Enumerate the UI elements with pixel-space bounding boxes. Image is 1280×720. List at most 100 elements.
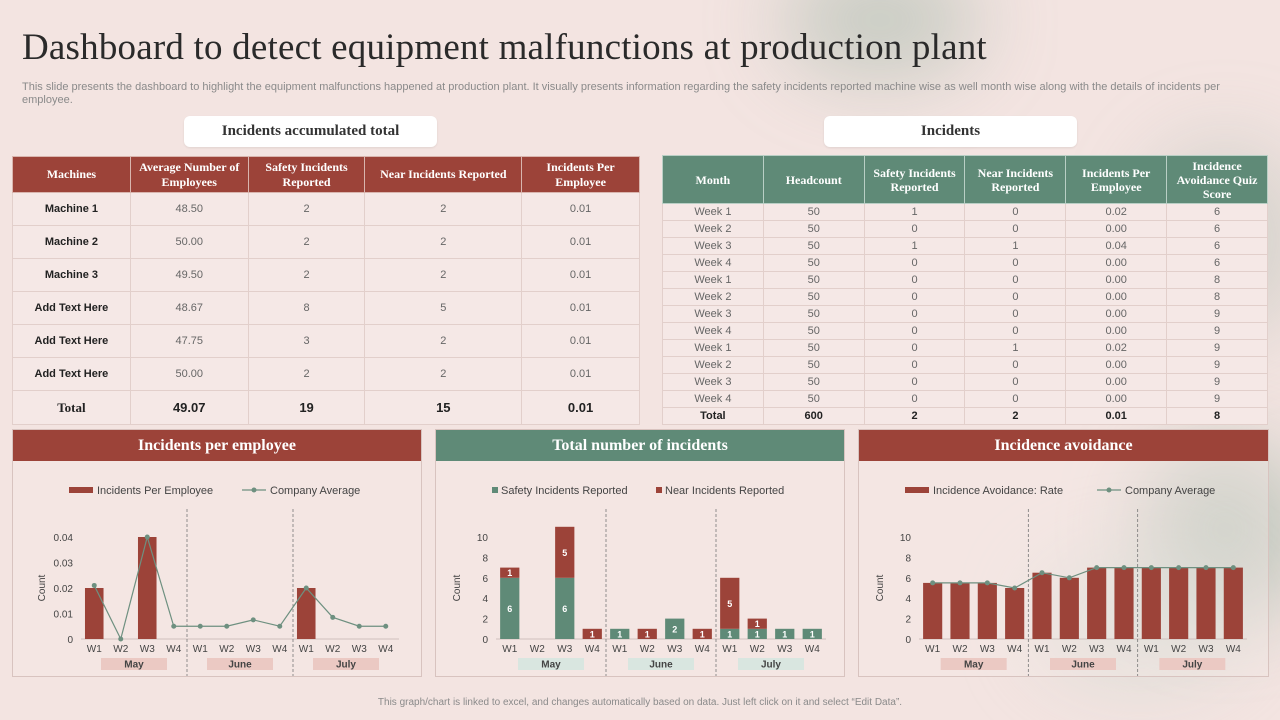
company-average-point bbox=[330, 614, 336, 620]
x-tick-label: W1 bbox=[193, 644, 208, 655]
incidents-cell: 0 bbox=[964, 271, 1067, 289]
page-subtitle: This slide presents the dashboard to hig… bbox=[22, 81, 1220, 106]
data-bar bbox=[1032, 572, 1052, 639]
x-tick-label: W3 bbox=[1199, 644, 1214, 655]
month-label: May bbox=[124, 660, 144, 671]
accumulated-row: Machine 2 50.00 2 2 0.01 bbox=[12, 225, 640, 259]
incidents-row: Week 1 50 0 1 0.02 9 bbox=[662, 339, 1268, 357]
incidents-cell: 0.02 bbox=[1065, 339, 1168, 357]
x-tick-label: W2 bbox=[750, 644, 765, 655]
incidents-cell: 6 bbox=[1166, 237, 1268, 255]
accumulated-header: Near Incidents Reported bbox=[364, 156, 523, 193]
y-axis-label: Count bbox=[37, 574, 48, 601]
incidents-row: Week 2 50 0 0 0.00 6 bbox=[662, 220, 1268, 238]
legend-swatch-safety bbox=[492, 487, 498, 493]
accumulated-cell: Machine 2 bbox=[12, 225, 131, 259]
incidents-cell: 0 bbox=[964, 254, 1067, 272]
y-tick-label: 4 bbox=[482, 594, 488, 605]
y-tick-label: 0 bbox=[905, 635, 911, 646]
incidents-cell: 0.00 bbox=[1065, 390, 1168, 408]
accumulated-cell: 2 bbox=[247, 192, 366, 226]
incidents-cell: 50 bbox=[762, 254, 865, 272]
page-title: Dashboard to detect equipment malfunctio… bbox=[22, 27, 987, 68]
company-average-point bbox=[303, 585, 309, 591]
incidents-cell: 50 bbox=[762, 373, 865, 391]
incidents-cell: 50 bbox=[762, 288, 865, 306]
x-tick-label: W3 bbox=[1089, 644, 1104, 655]
near-bar bbox=[720, 577, 740, 629]
incidents-cell: 0.00 bbox=[1065, 373, 1168, 391]
data-bar bbox=[1114, 567, 1134, 639]
near-bar-label: 1 bbox=[755, 619, 760, 629]
safety-bar-label: 1 bbox=[782, 629, 787, 639]
accumulated-table: Machines Average Number of Employees Saf… bbox=[12, 156, 640, 425]
month-box bbox=[1159, 658, 1226, 670]
accumulated-cell: 3 bbox=[247, 324, 366, 358]
incidents-cell: 0.00 bbox=[1065, 305, 1168, 323]
x-tick-label: W1 bbox=[299, 644, 314, 655]
data-bar bbox=[950, 582, 970, 639]
incidents-row: Week 3 50 1 1 0.04 6 bbox=[662, 237, 1268, 255]
incidents-cell: 1 bbox=[964, 237, 1067, 255]
near-bar bbox=[500, 567, 520, 578]
incidents-header: Incidence Avoidance Quiz Score bbox=[1166, 155, 1268, 204]
panel-total-incidents: Total number of incidents 0 2 4 6 8 10 Count 6 1… bbox=[435, 429, 845, 677]
accumulated-cell: 49.07 bbox=[129, 390, 249, 425]
legend-label-average: Company Average bbox=[270, 485, 360, 497]
y-tick-label: 8 bbox=[482, 553, 488, 564]
incidents-label: Incidents bbox=[824, 116, 1077, 147]
x-tick-label: W1 bbox=[87, 644, 102, 655]
incidents-cell: 0 bbox=[964, 288, 1067, 306]
incidents-cell: Total bbox=[662, 407, 764, 425]
month-box bbox=[1050, 658, 1116, 670]
company-average-point bbox=[1066, 575, 1072, 581]
incidents-cell: 50 bbox=[762, 220, 865, 238]
accumulated-cell: 2 bbox=[247, 258, 366, 292]
accumulated-cell: 5 bbox=[364, 291, 523, 325]
legend-label-bar: Incidents Per Employee bbox=[97, 485, 213, 497]
chart-incidents-per-employee: 0 0.01 0.02 0.03 0.04 Count W1 W2 W3 W4 W1 W2 W3 W4 W1… bbox=[37, 485, 399, 676]
incidents-header: Safety Incidents Reported bbox=[863, 155, 966, 204]
y-tick-label: 6 bbox=[905, 574, 911, 585]
month-box bbox=[518, 658, 584, 670]
x-tick-label: W3 bbox=[777, 644, 792, 655]
incidents-cell: Week 4 bbox=[662, 254, 764, 272]
y-tick-label: 8 bbox=[905, 553, 911, 564]
incidents-cell: 6 bbox=[1166, 220, 1268, 238]
company-average-point bbox=[383, 623, 389, 629]
incidents-cell: 0.04 bbox=[1065, 237, 1168, 255]
incidents-cell: 2 bbox=[964, 407, 1067, 425]
incidents-cell: Week 1 bbox=[662, 271, 764, 289]
incidents-header: Incidents Per Employee bbox=[1065, 155, 1168, 204]
incidents-cell: 50 bbox=[762, 322, 865, 340]
incidents-cell: Week 1 bbox=[662, 339, 764, 357]
accumulated-cell: 48.50 bbox=[129, 192, 249, 226]
accumulated-header: Machines bbox=[12, 156, 131, 193]
x-tick-label: W4 bbox=[272, 644, 287, 655]
company-average-point bbox=[1230, 565, 1236, 571]
month-label: June bbox=[1071, 660, 1095, 671]
company-average-point bbox=[1121, 565, 1127, 571]
safety-bar bbox=[665, 618, 685, 639]
incidents-cell: 2 bbox=[863, 407, 966, 425]
legend-label-average: Company Average bbox=[1125, 485, 1215, 497]
incidents-cell: 1 bbox=[863, 237, 966, 255]
company-average-point bbox=[930, 580, 936, 586]
incidents-cell: 50 bbox=[762, 339, 865, 357]
incidents-cell: 50 bbox=[762, 237, 865, 255]
safety-bar-label: 6 bbox=[562, 604, 567, 614]
safety-bar-label: 1 bbox=[755, 629, 760, 639]
incidents-cell: 0 bbox=[964, 220, 1067, 238]
near-bar bbox=[582, 628, 602, 639]
accumulated-cell: Add Text Here bbox=[12, 324, 131, 358]
data-bar bbox=[923, 582, 943, 639]
month-label: July bbox=[761, 660, 781, 671]
company-average-point bbox=[91, 582, 97, 588]
x-tick-label: W2 bbox=[113, 644, 128, 655]
y-tick-label: 0.04 bbox=[54, 533, 74, 544]
incidents-cell: 0 bbox=[964, 305, 1067, 323]
incidents-cell: Week 3 bbox=[662, 305, 764, 323]
legend-swatch-bar bbox=[69, 487, 93, 493]
accumulated-cell: 0.01 bbox=[521, 390, 640, 425]
incidents-cell: 0 bbox=[863, 305, 966, 323]
